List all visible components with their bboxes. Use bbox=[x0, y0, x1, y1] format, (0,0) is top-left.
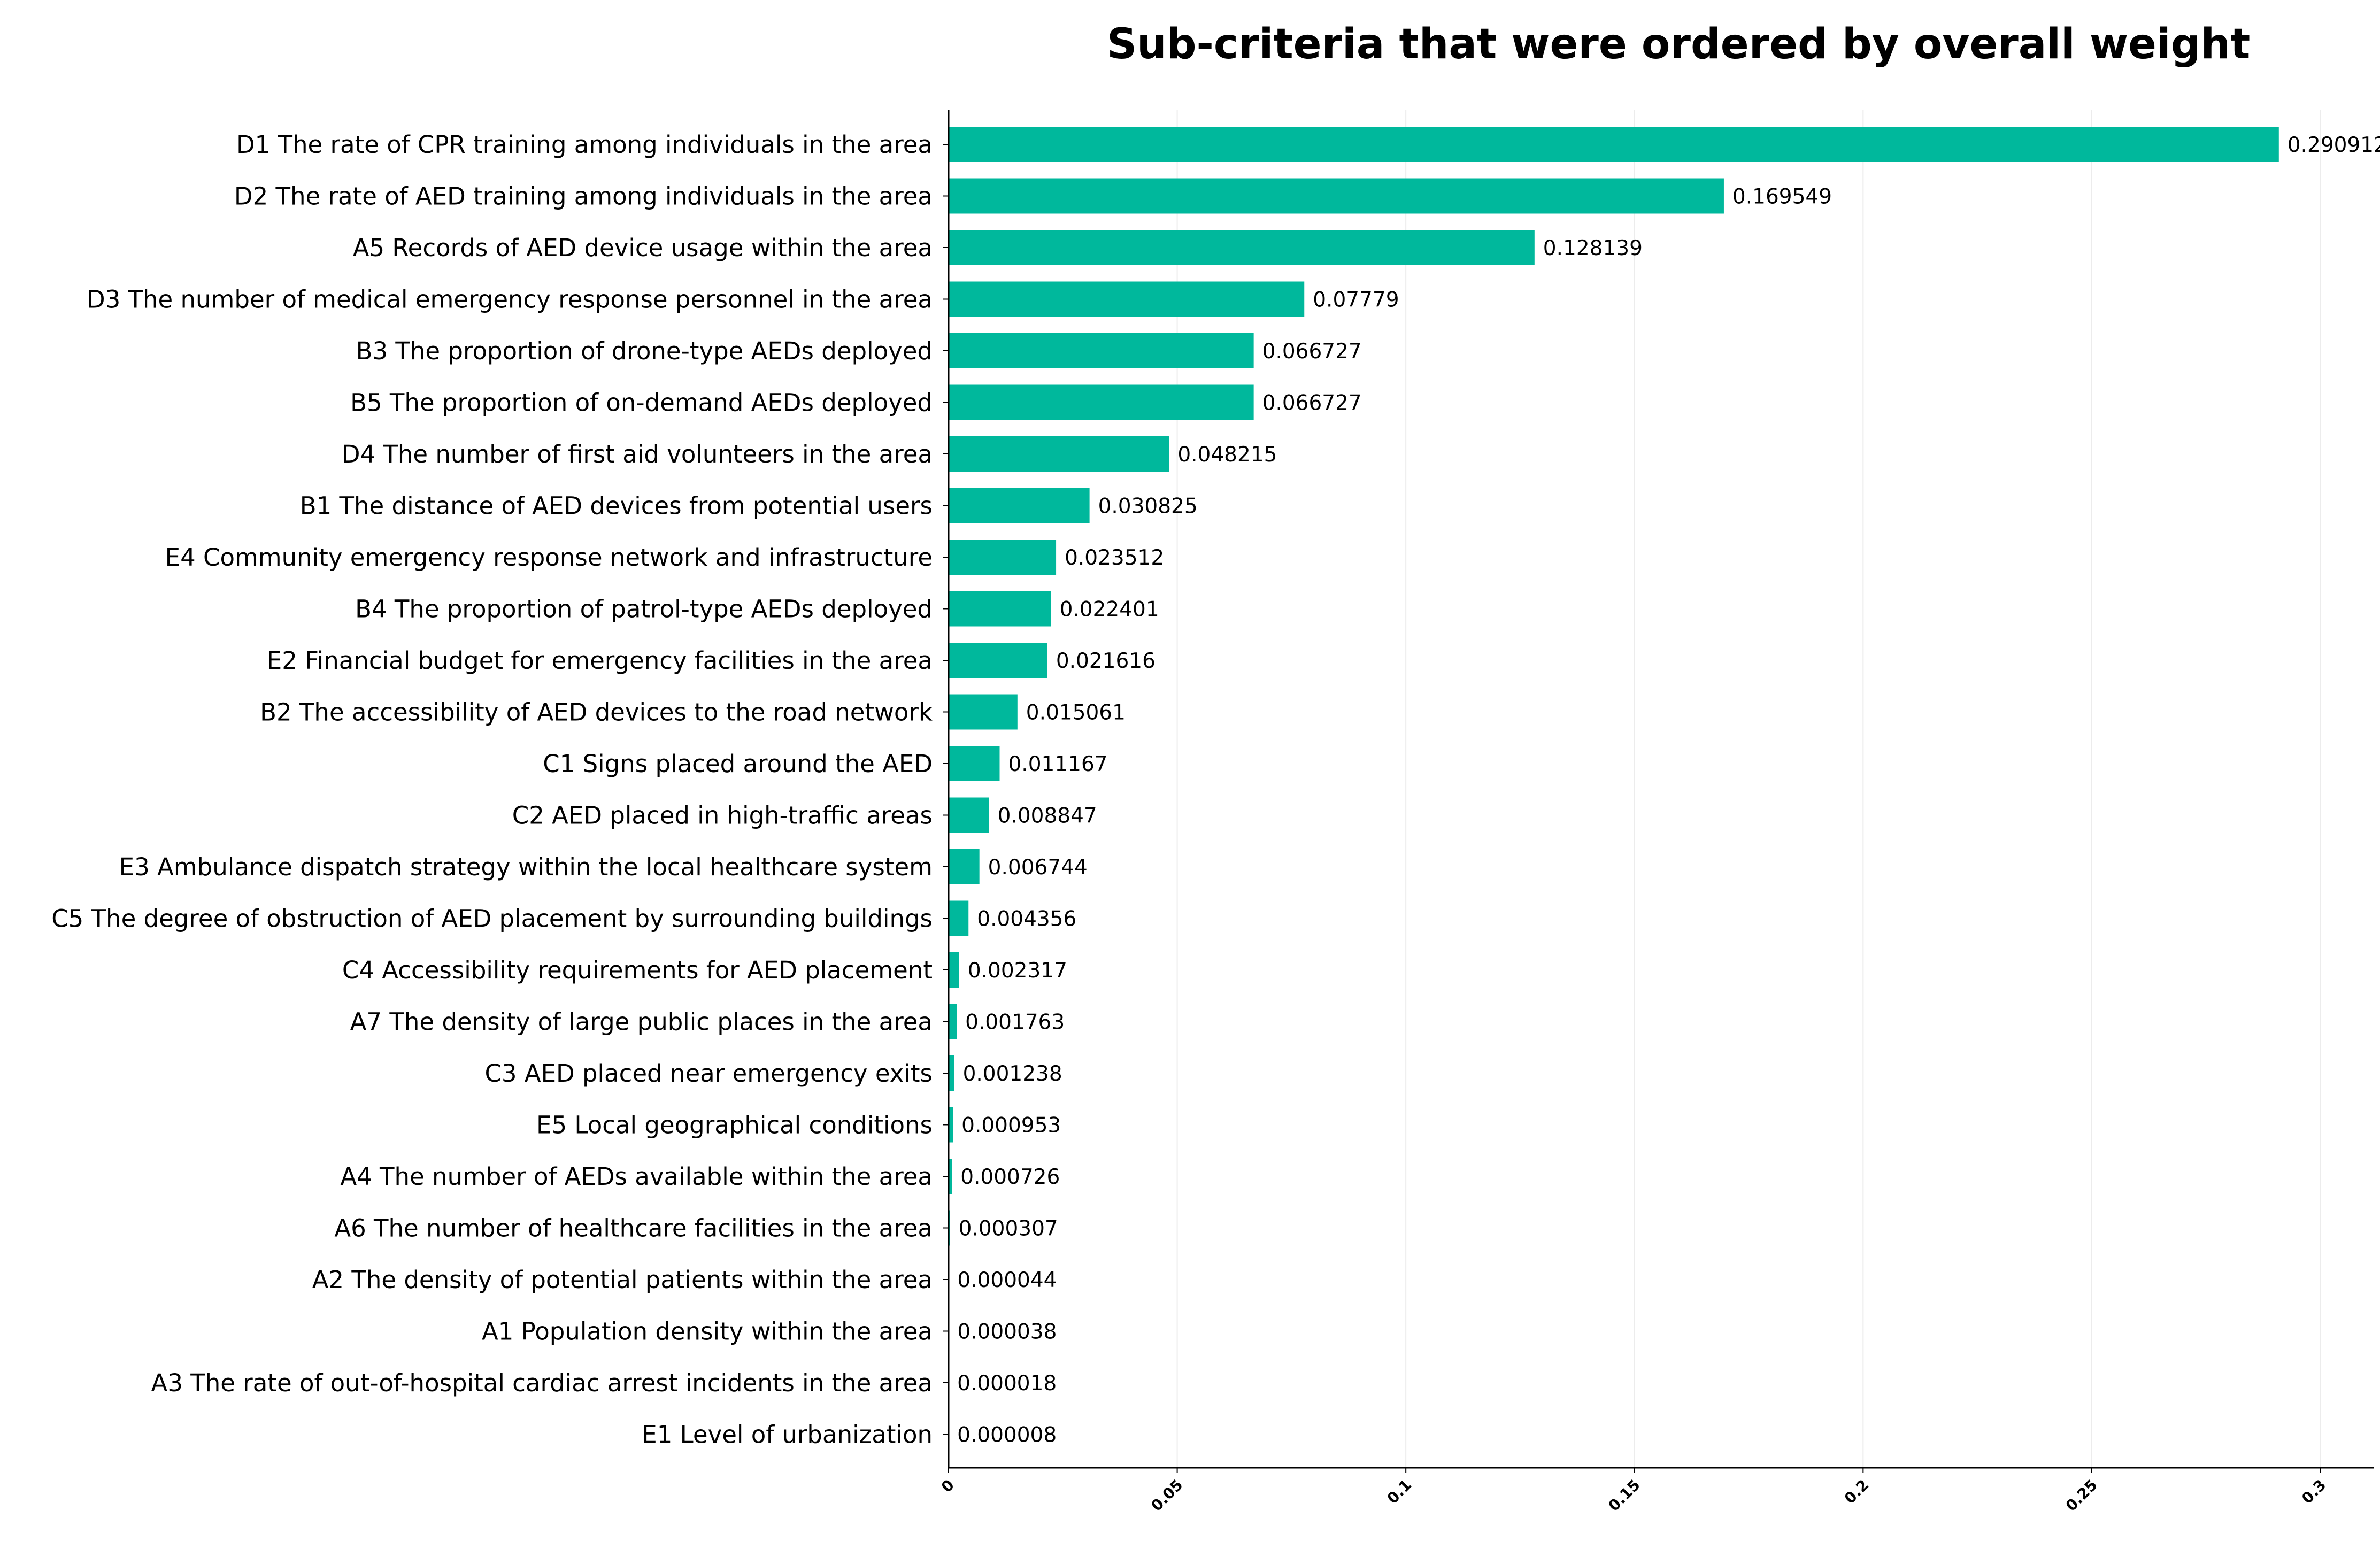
value-label: 0.030825 bbox=[1098, 495, 1198, 519]
category-label: C2 AED placed in high-traffic areas bbox=[512, 802, 933, 830]
chart-title: Sub-criteria that were ordered by overal… bbox=[1107, 20, 2251, 68]
bar bbox=[949, 1004, 957, 1039]
x-tick-label: 0 bbox=[938, 1476, 958, 1496]
bar bbox=[949, 540, 1057, 575]
bar bbox=[949, 797, 989, 833]
gridlines bbox=[1176, 110, 2321, 1468]
category-label: E4 Community emergency response network … bbox=[165, 543, 933, 572]
value-label: 0.07779 bbox=[1313, 288, 1399, 312]
value-label: 0.022401 bbox=[1060, 598, 1159, 622]
category-label: A2 The density of potential patients wit… bbox=[312, 1266, 933, 1294]
category-label: C3 AED placed near emergency exits bbox=[484, 1059, 933, 1088]
bar bbox=[949, 127, 2279, 162]
x-tick-label: 0.05 bbox=[1147, 1476, 1186, 1515]
value-label: 0.002317 bbox=[968, 959, 1067, 983]
bar bbox=[949, 952, 959, 988]
category-label: B4 The proportion of patrol-type AEDs de… bbox=[355, 595, 933, 623]
category-label: D3 The number of medical emergency respo… bbox=[87, 286, 933, 314]
category-label: B3 The proportion of drone-type AEDs dep… bbox=[356, 337, 933, 365]
category-label: B5 The proportion of on-demand AEDs depl… bbox=[350, 389, 933, 417]
value-label: 0.021616 bbox=[1056, 649, 1156, 673]
x-tick-label: 0.1 bbox=[1384, 1476, 1415, 1507]
value-label: 0.000044 bbox=[957, 1268, 1057, 1292]
value-label: 0.000307 bbox=[959, 1217, 1058, 1241]
value-label: 0.169549 bbox=[1732, 185, 1832, 209]
value-label: 0.066727 bbox=[1262, 391, 1362, 415]
axes: 0 0.05 0.1 0.15 0.2 0.25 0.3 bbox=[938, 110, 2374, 1515]
category-label: A3 The rate of out-of-hospital cardiac a… bbox=[151, 1369, 933, 1397]
value-label: 0.066727 bbox=[1262, 340, 1362, 364]
category-label: C5 The degree of obstruction of AED plac… bbox=[51, 905, 933, 933]
value-label: 0.001238 bbox=[963, 1062, 1062, 1086]
x-tick-label: 0.3 bbox=[2298, 1476, 2329, 1507]
category-label: D2 The rate of AED training among indivi… bbox=[234, 182, 933, 211]
bar bbox=[949, 1159, 952, 1194]
category-label: A6 The number of healthcare facilities i… bbox=[334, 1214, 933, 1243]
category-label: C1 Signs placed around the AED bbox=[543, 750, 933, 778]
value-label: 0.000018 bbox=[957, 1371, 1057, 1396]
bar bbox=[949, 746, 1000, 781]
value-label: 0.000038 bbox=[957, 1320, 1057, 1344]
bar bbox=[949, 900, 969, 936]
value-label: 0.006744 bbox=[988, 856, 1088, 880]
category-label: A7 The density of large public places in… bbox=[350, 1008, 933, 1036]
bar bbox=[949, 436, 1169, 472]
value-label: 0.001763 bbox=[965, 1011, 1065, 1035]
value-label: 0.023512 bbox=[1065, 546, 1164, 570]
bar bbox=[949, 694, 1018, 730]
category-label: B2 The accessibility of AED devices to t… bbox=[260, 698, 933, 727]
value-label: 0.000953 bbox=[961, 1114, 1061, 1138]
value-label: 0.128139 bbox=[1543, 236, 1643, 260]
category-label: A1 Population density within the area bbox=[482, 1317, 933, 1346]
bar bbox=[949, 230, 1535, 265]
category-label: C4 Accessibility requirements for AED pl… bbox=[342, 956, 933, 984]
category-label: D1 The rate of CPR training among indivi… bbox=[236, 130, 933, 159]
bar bbox=[949, 849, 980, 884]
category-label: E2 Financial budget for emergency facili… bbox=[267, 646, 933, 675]
bar bbox=[949, 333, 1254, 368]
value-label: 0.008847 bbox=[998, 804, 1097, 828]
bars bbox=[949, 127, 2279, 1452]
category-label: E3 Ambulance dispatch strategy within th… bbox=[119, 853, 933, 881]
value-label: 0.004356 bbox=[977, 907, 1076, 931]
value-label: 0.290912 bbox=[2287, 133, 2380, 157]
category-label: E1 Level of urbanization bbox=[642, 1421, 933, 1449]
category-label: A5 Records of AED device usage within th… bbox=[353, 234, 933, 262]
x-tick-label: 0.15 bbox=[1605, 1476, 1644, 1515]
labels: D1 The rate of CPR training among indivi… bbox=[51, 130, 2380, 1449]
bar bbox=[949, 281, 1305, 317]
category-label: E5 Local geographical conditions bbox=[536, 1111, 933, 1139]
value-label: 0.048215 bbox=[1177, 443, 1277, 467]
bar bbox=[949, 591, 1051, 627]
category-label: D4 The number of first aid volunteers in… bbox=[342, 440, 933, 468]
bar bbox=[949, 384, 1254, 420]
x-tick-label: 0.2 bbox=[1841, 1476, 1872, 1507]
value-label: 0.011167 bbox=[1008, 752, 1107, 776]
bar bbox=[949, 643, 1047, 678]
x-tick-label: 0.25 bbox=[2062, 1476, 2101, 1515]
value-label: 0.015061 bbox=[1026, 701, 1126, 725]
bar bbox=[949, 488, 1090, 523]
category-label: B1 The distance of AED devices from pote… bbox=[300, 492, 933, 520]
category-label: A4 The number of AEDs available within t… bbox=[340, 1162, 933, 1191]
bar bbox=[949, 1055, 954, 1091]
value-label: 0.000008 bbox=[957, 1423, 1057, 1447]
bar bbox=[949, 178, 1724, 214]
bar bbox=[949, 1107, 953, 1143]
value-label: 0.000726 bbox=[960, 1165, 1060, 1189]
